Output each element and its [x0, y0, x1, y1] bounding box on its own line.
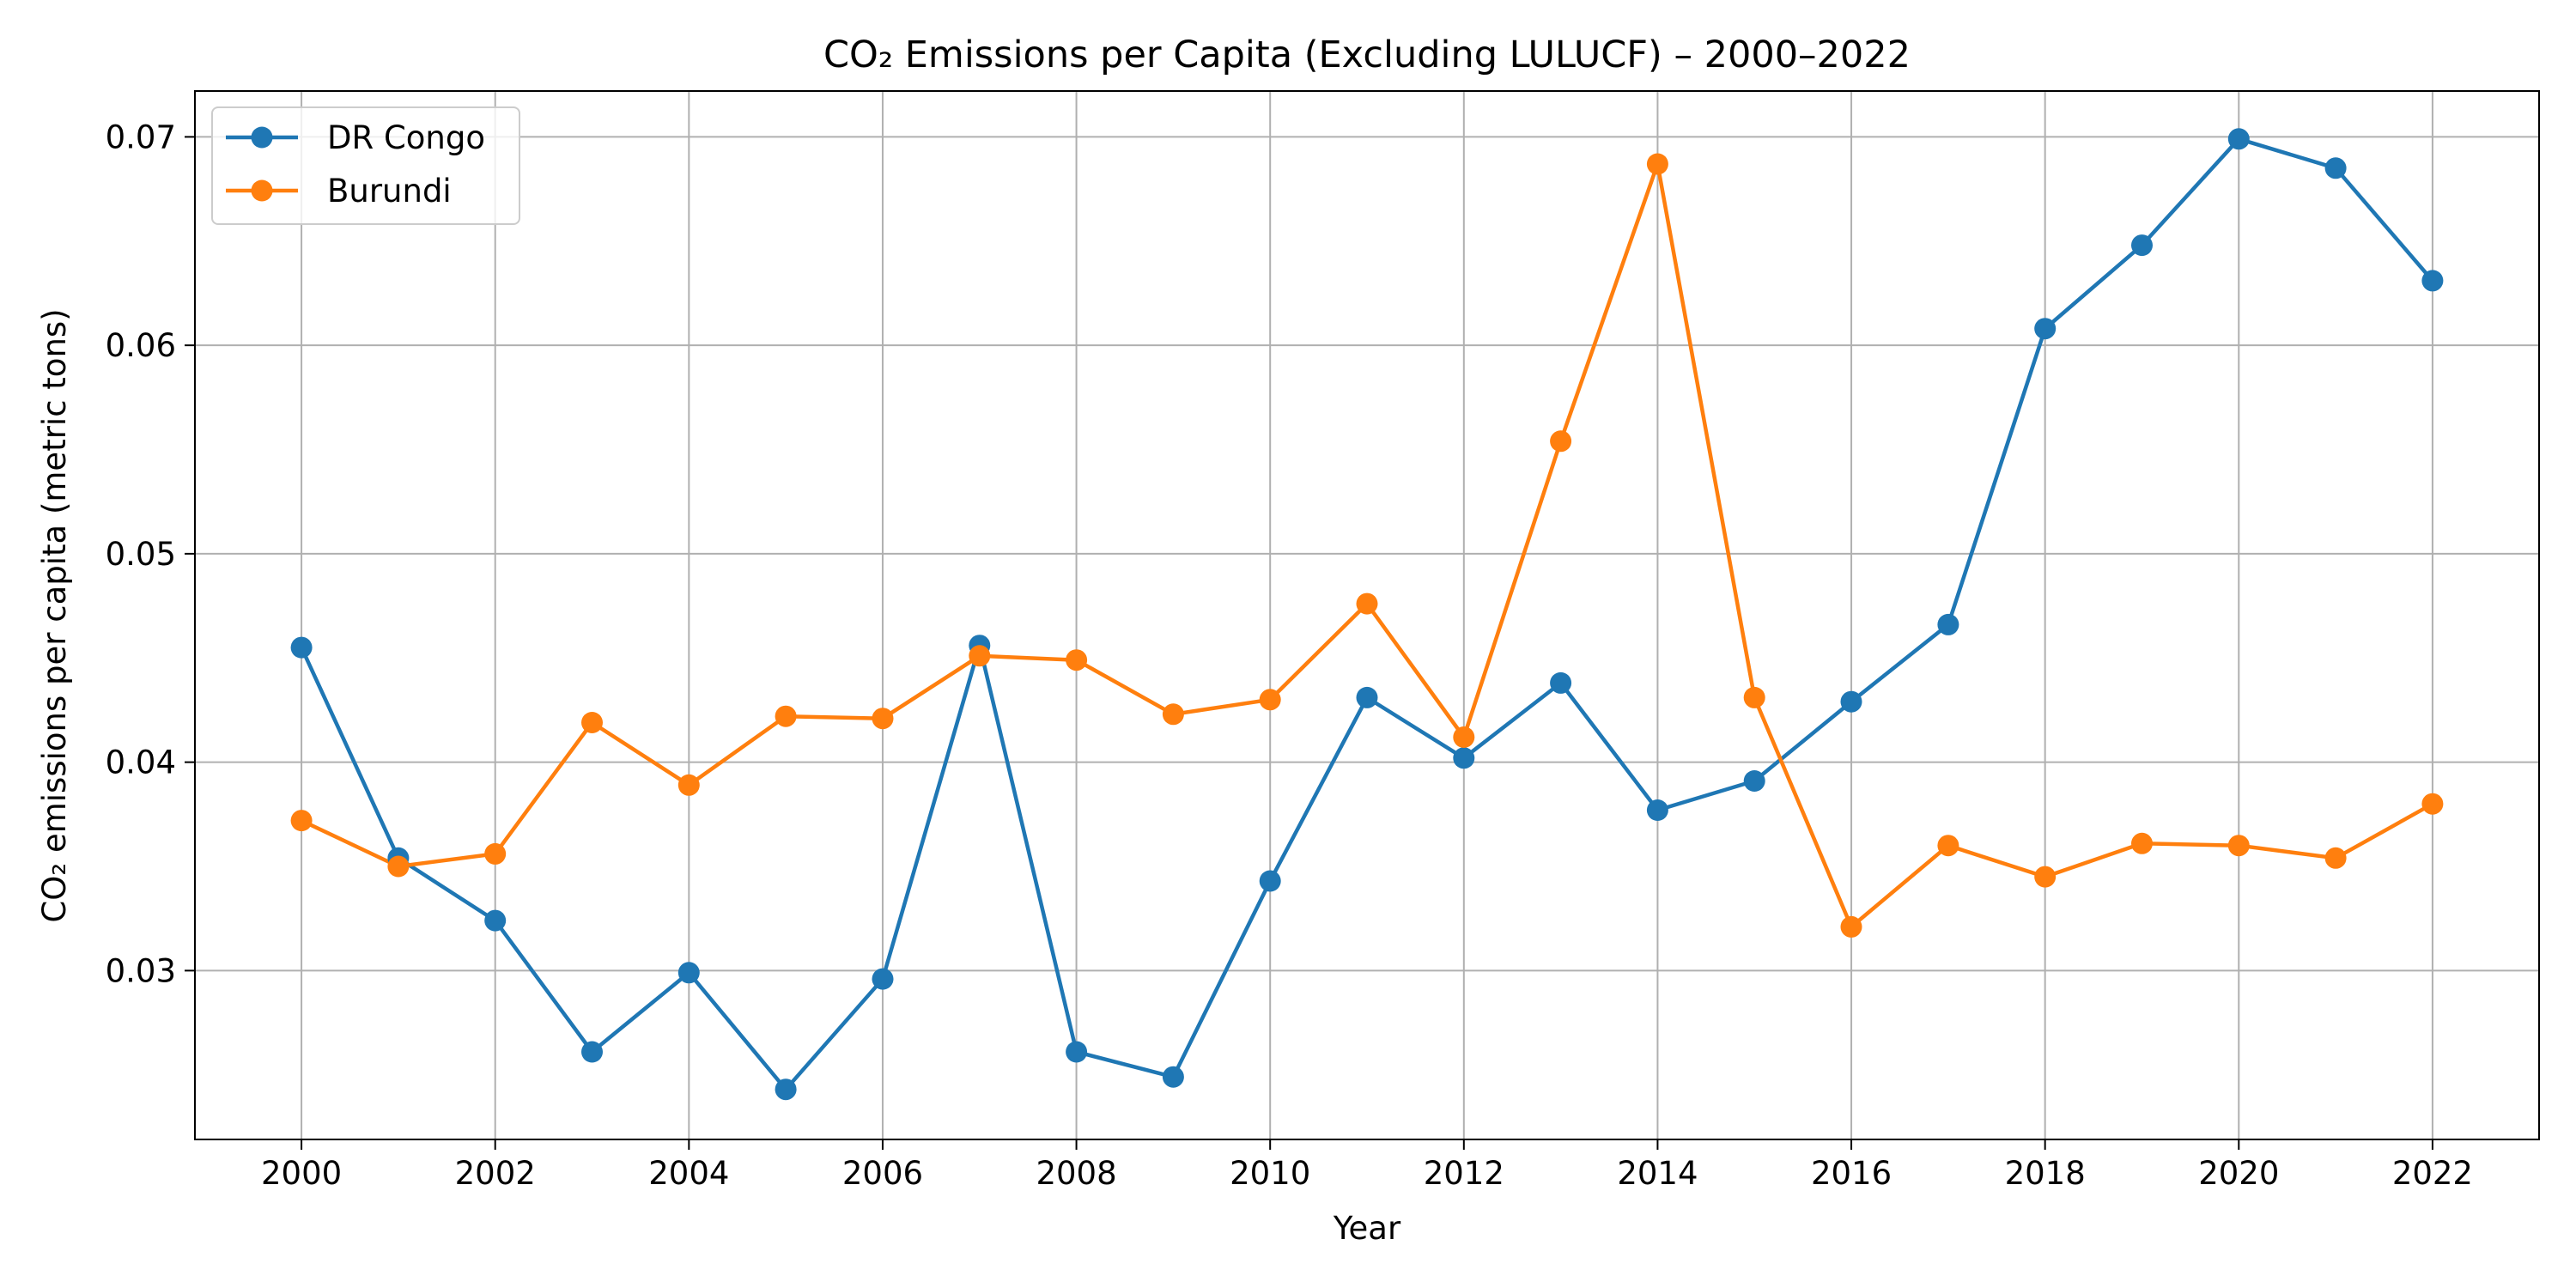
x-tick-label: 2022 [2392, 1155, 2473, 1192]
plot-frame [194, 90, 2540, 1140]
data-point-burundi [1453, 726, 1475, 748]
data-point-burundi [484, 842, 507, 865]
data-point-burundi [775, 705, 797, 727]
data-point-burundi [2131, 832, 2153, 854]
data-point-burundi [969, 645, 991, 667]
y-tick-label: 0.04 [106, 744, 176, 781]
y-tick-label: 0.07 [106, 118, 176, 155]
x-tick-label: 2004 [648, 1155, 729, 1192]
legend-marker-dr-congo [251, 126, 273, 149]
x-tick-label: 2006 [842, 1155, 923, 1192]
data-point-dr-congo [1259, 870, 1281, 892]
x-tick-label: 2000 [261, 1155, 342, 1192]
legend-label-burundi: Burundi [327, 173, 452, 210]
data-point-dr-congo [2324, 157, 2347, 179]
x-tick-label: 2018 [2005, 1155, 2086, 1192]
series-markers [290, 128, 2444, 1101]
y-tick-label: 0.06 [106, 327, 176, 364]
legend-label-dr-congo: DR Congo [327, 119, 485, 156]
data-point-burundi [872, 708, 894, 730]
data-point-dr-congo [872, 968, 894, 990]
data-point-dr-congo [1646, 799, 1668, 821]
data-point-dr-congo [484, 909, 507, 932]
x-tick-label: 2020 [2198, 1155, 2279, 1192]
data-point-dr-congo [1356, 686, 1378, 708]
data-point-burundi [2034, 866, 2057, 888]
x-tick-label: 2016 [1811, 1155, 1892, 1192]
data-point-burundi [2421, 793, 2444, 815]
data-point-dr-congo [1453, 747, 1475, 769]
grid [195, 91, 2539, 1139]
data-point-burundi [677, 774, 700, 796]
chart-title: CO₂ Emissions per Capita (Excluding LULU… [823, 33, 1911, 76]
data-point-dr-congo [2034, 318, 2057, 340]
data-point-dr-congo [1066, 1041, 1088, 1063]
data-point-burundi [387, 855, 410, 878]
data-point-burundi [1743, 686, 1765, 708]
x-tick-label: 2002 [455, 1155, 536, 1192]
data-point-burundi [2227, 835, 2250, 857]
axes: 2000 2002 2004 2006 2008 2010 2012 2014 2016 2018… [106, 90, 2540, 1192]
data-point-dr-congo [2227, 128, 2250, 150]
data-point-burundi [581, 712, 603, 733]
data-point-dr-congo [677, 962, 700, 984]
x-tick-label: 2012 [1424, 1155, 1504, 1192]
y-tick-label: 0.05 [106, 536, 176, 573]
data-point-burundi [1259, 689, 1281, 711]
data-point-dr-congo [581, 1041, 603, 1063]
data-point-dr-congo [1550, 671, 1572, 694]
data-point-burundi [1937, 835, 1959, 857]
data-point-burundi [1646, 153, 1668, 175]
y-tick-label: 0.03 [106, 952, 176, 989]
data-point-burundi [2324, 847, 2347, 869]
data-point-dr-congo [290, 636, 313, 659]
data-point-burundi [1162, 703, 1184, 726]
x-tick-label: 2010 [1230, 1155, 1310, 1192]
data-point-dr-congo [1162, 1066, 1184, 1088]
data-point-burundi [290, 810, 313, 832]
data-point-dr-congo [1937, 613, 1959, 635]
legend-marker-burundi [251, 179, 273, 202]
data-point-burundi [1550, 430, 1572, 453]
legend: DR Congo Burundi [211, 106, 520, 225]
data-point-dr-congo [775, 1078, 797, 1101]
x-tick-label: 2008 [1036, 1155, 1116, 1192]
data-point-burundi [1356, 592, 1378, 615]
x-tick-label: 2014 [1617, 1155, 1698, 1192]
data-point-dr-congo [1840, 690, 1862, 713]
data-point-dr-congo [1743, 770, 1765, 792]
x-axis-label: Year [1333, 1210, 1401, 1247]
y-axis-label: CO₂ emissions per capita (metric tons) [36, 308, 73, 922]
data-point-dr-congo [2421, 270, 2444, 292]
data-point-burundi [1066, 649, 1088, 671]
data-point-burundi [1840, 915, 1862, 938]
data-point-dr-congo [2131, 234, 2153, 257]
